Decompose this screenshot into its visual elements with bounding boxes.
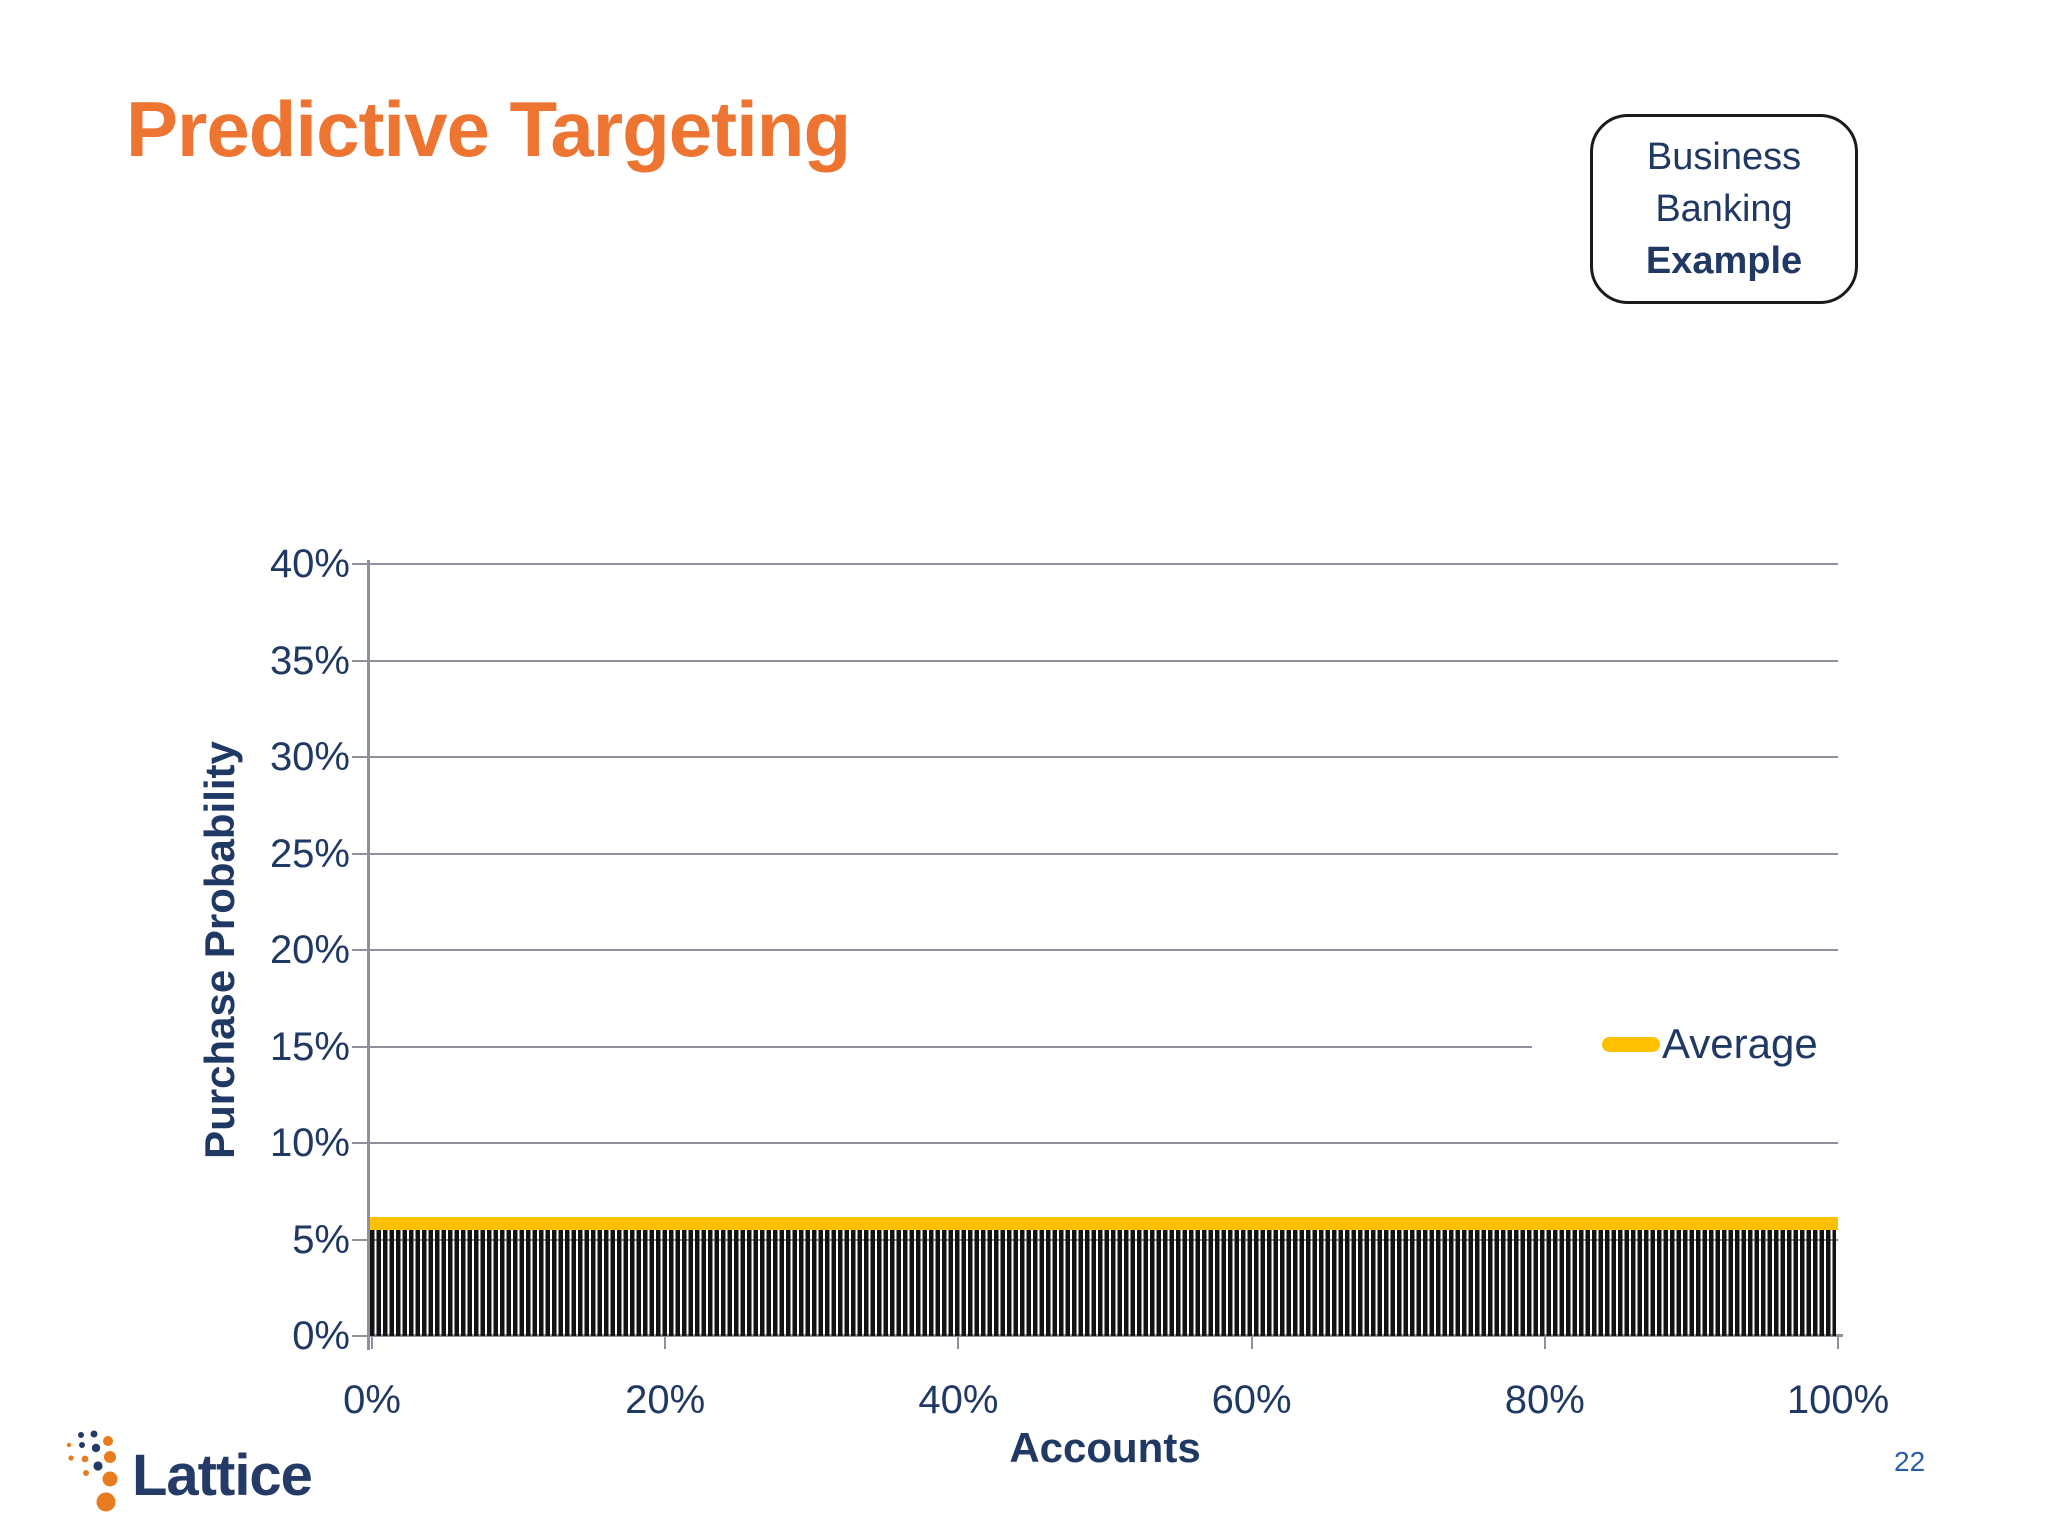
x-tick-label: 60% xyxy=(1211,1378,1292,1422)
y-tick-label: 0% xyxy=(292,1314,350,1358)
y-axis-tick xyxy=(352,1335,368,1337)
average-line-series xyxy=(370,1216,1838,1230)
y-axis-title: Purchase Probability xyxy=(196,741,243,1159)
lattice-logo: Lattice xyxy=(56,1428,313,1528)
x-axis-tick xyxy=(664,1336,667,1349)
chart-legend: Average xyxy=(1532,1016,1852,1072)
x-axis-tick xyxy=(957,1336,960,1349)
x-tick-label: 100% xyxy=(1786,1378,1890,1422)
y-axis-tick xyxy=(352,1045,368,1048)
x-axis-tick xyxy=(1250,1336,1253,1349)
lattice-logo-dots-icon xyxy=(66,1430,118,1512)
y-tick-label: 20% xyxy=(269,928,350,972)
account-bars-series xyxy=(370,1229,1836,1336)
context-box: Business Banking Example xyxy=(1590,114,1858,304)
x-axis-title: Accounts xyxy=(1009,1424,1201,1471)
y-axis-tick xyxy=(352,852,368,855)
gridline-40% xyxy=(368,563,1838,565)
x-tick-label: 80% xyxy=(1504,1378,1585,1422)
x-tick-label: 20% xyxy=(625,1378,706,1422)
context-box-line: Business xyxy=(1646,136,1802,178)
gridline-10% xyxy=(368,1142,1838,1144)
gridline-25% xyxy=(368,852,1838,855)
context-box-line: Banking xyxy=(1655,188,1793,230)
page-title: Predictive Targeting xyxy=(126,85,851,173)
gridline-35% xyxy=(368,659,1838,662)
y-tick-label: 25% xyxy=(269,831,350,876)
legend-label: Average xyxy=(1662,1020,1818,1067)
gridline-15% xyxy=(368,1045,1838,1048)
y-tick-label: 35% xyxy=(269,638,350,683)
average-line-swatch-icon xyxy=(1602,1036,1660,1052)
x-axis-tick xyxy=(1837,1336,1839,1349)
gridline-30% xyxy=(368,756,1838,758)
y-tick-label: 15% xyxy=(269,1024,350,1069)
x-tick-label: 0% xyxy=(343,1378,401,1422)
lattice-logo-text: Lattice xyxy=(132,1443,313,1508)
gridline-20% xyxy=(368,949,1838,951)
y-axis-tick xyxy=(352,949,368,951)
y-axis-tick xyxy=(352,1142,368,1144)
y-tick-label: 30% xyxy=(269,735,350,779)
x-axis-tick xyxy=(1543,1336,1546,1349)
x-axis-tick xyxy=(371,1336,373,1349)
page-number: 22 xyxy=(1894,1446,1926,1477)
x-tick-label: 40% xyxy=(918,1378,999,1422)
y-axis-tick xyxy=(352,756,368,758)
y-axis-tick xyxy=(352,563,368,565)
y-tick-label: 40% xyxy=(269,542,350,586)
y-axis-tick xyxy=(352,1238,368,1241)
y-axis-tick xyxy=(352,659,368,662)
context-box-line-bold: Example xyxy=(1645,240,1803,282)
y-axis-line xyxy=(367,560,370,1350)
y-tick-label: 5% xyxy=(292,1217,350,1262)
y-tick-label: 10% xyxy=(269,1121,350,1165)
